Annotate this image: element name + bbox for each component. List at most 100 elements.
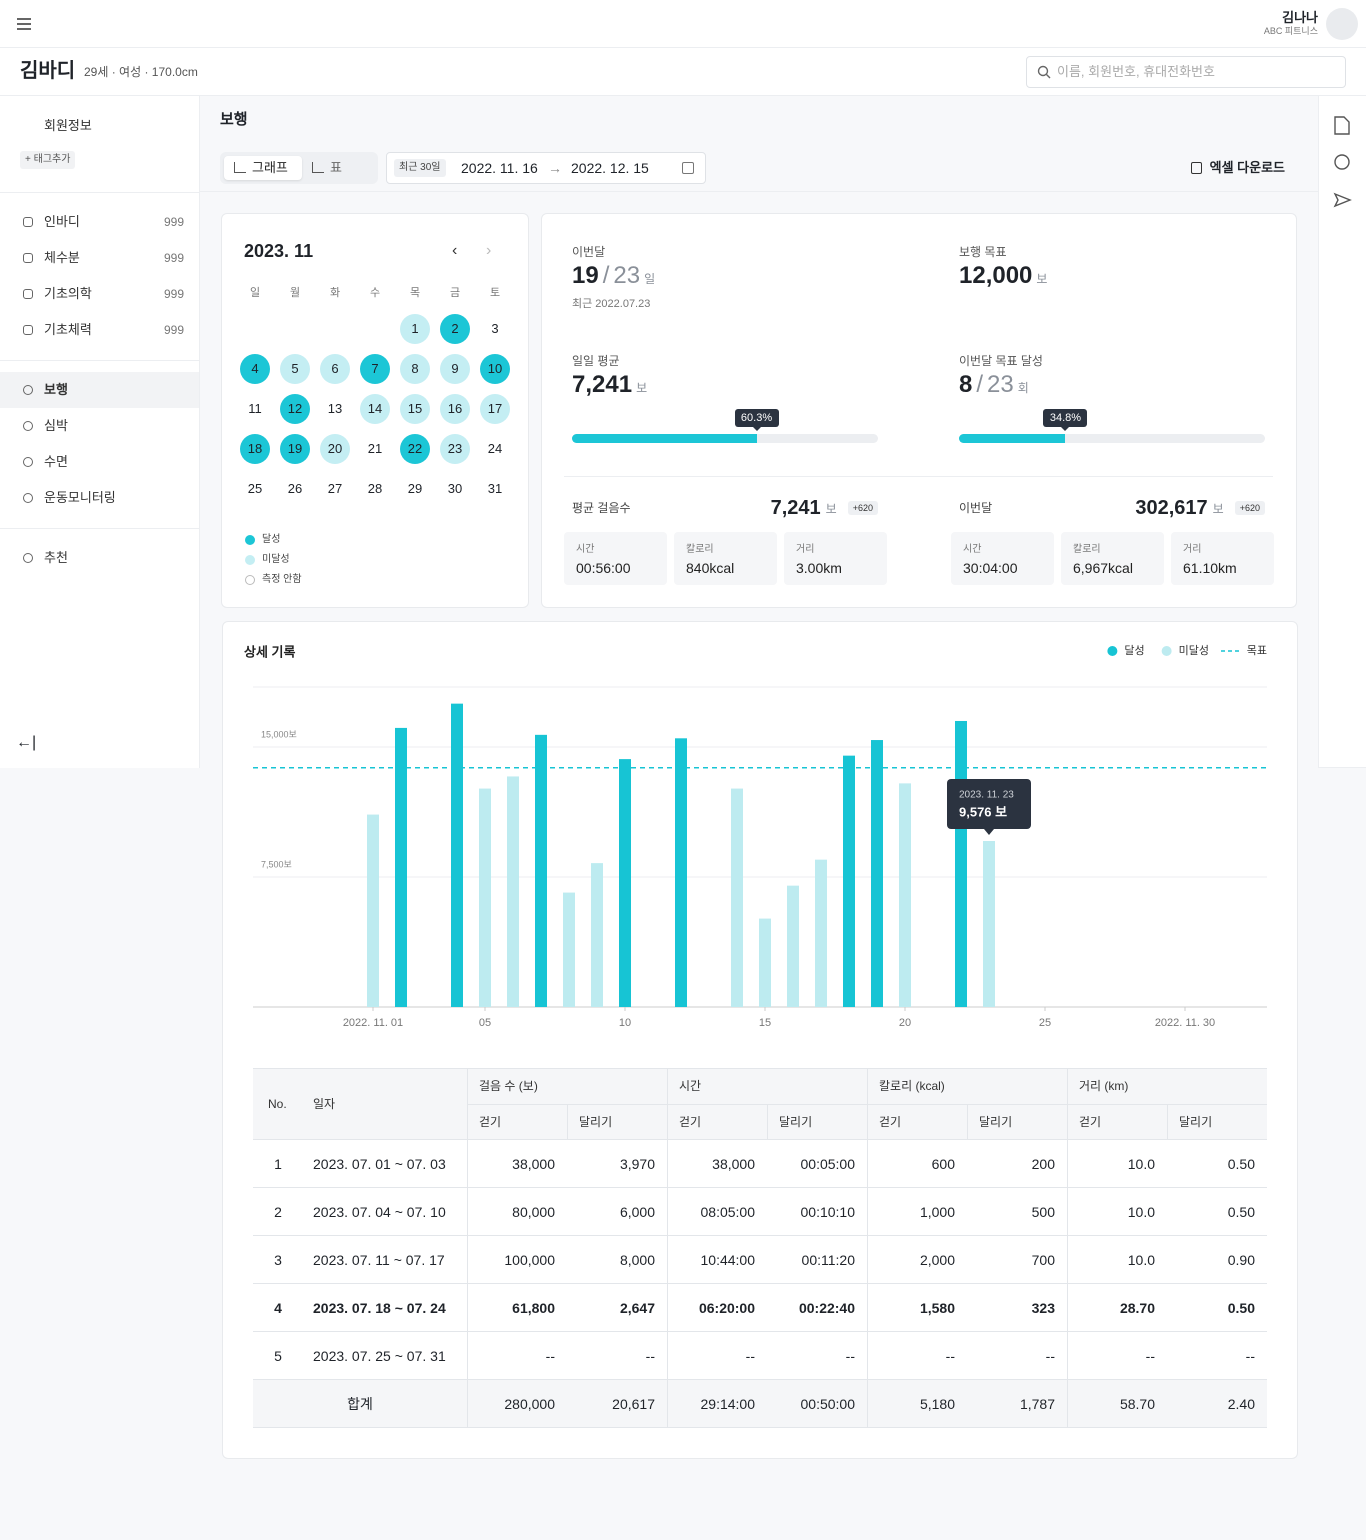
sidebar-item[interactable]: 보행 bbox=[44, 382, 68, 397]
calendar-day[interactable]: 14 bbox=[360, 394, 390, 424]
weekday: 목 bbox=[409, 287, 421, 299]
table-cell: 0.50 bbox=[1227, 1204, 1255, 1220]
stat-value: 7,241 보 bbox=[572, 371, 647, 399]
calendar-day[interactable]: 24 bbox=[487, 441, 503, 456]
tab-icon bbox=[312, 162, 324, 173]
calendar-day[interactable]: 23 bbox=[440, 434, 470, 464]
table-cell: 700 bbox=[1031, 1252, 1055, 1268]
collapse-icon[interactable]: ←| bbox=[16, 734, 37, 751]
table-cell: 200 bbox=[1031, 1156, 1055, 1172]
table-group-header: 시간 bbox=[679, 1079, 702, 1093]
calendar-day[interactable]: 26 bbox=[287, 481, 303, 496]
calendar-day[interactable]: 1 bbox=[400, 314, 430, 344]
calendar-day[interactable]: 11 bbox=[248, 401, 262, 416]
sidebar-item[interactable]: 심박 bbox=[44, 418, 68, 433]
page-title: 보행 bbox=[220, 111, 248, 128]
summary-box bbox=[784, 532, 887, 585]
calendar-day[interactable]: 18 bbox=[240, 434, 270, 464]
sidebar-item[interactable]: 추천 bbox=[44, 550, 68, 565]
calendar-day[interactable]: 2 bbox=[440, 314, 470, 344]
prev-month[interactable]: ‹ bbox=[452, 242, 458, 259]
next-month[interactable]: › bbox=[486, 242, 492, 259]
progress-pointer bbox=[752, 427, 761, 435]
table-cell: -- bbox=[1245, 1348, 1255, 1364]
bar bbox=[787, 885, 799, 1007]
legend-label: 목표 bbox=[1247, 644, 1267, 657]
calendar-day[interactable]: 4 bbox=[240, 354, 270, 384]
summary-delta: +620 bbox=[847, 501, 878, 515]
calendar-day[interactable]: 8 bbox=[400, 354, 430, 384]
avatar[interactable] bbox=[1326, 8, 1358, 40]
calendar-day[interactable]: 25 bbox=[247, 481, 263, 496]
table-group-header: 거리 (km) bbox=[1079, 1079, 1129, 1093]
table-total-label: 합계 bbox=[347, 1396, 373, 1412]
table-cell: 8,000 bbox=[619, 1252, 655, 1268]
weekday: 월 bbox=[289, 287, 301, 299]
calendar-day[interactable]: 9 bbox=[440, 354, 470, 384]
top-bar bbox=[0, 0, 1366, 48]
calendar-day[interactable]: 12 bbox=[280, 394, 310, 424]
calendar-day[interactable]: 17 bbox=[480, 394, 510, 424]
tab[interactable]: 표 bbox=[330, 160, 342, 175]
summary-item-label: 거리 bbox=[796, 544, 815, 555]
table-cell: 100,000 bbox=[504, 1252, 555, 1268]
stat-label: 일일 평균 bbox=[572, 354, 620, 368]
sidebar-divider bbox=[0, 528, 200, 529]
tag-button[interactable]: + 태그추가 bbox=[20, 151, 76, 169]
calendar-day[interactable]: 30 bbox=[447, 481, 463, 496]
bar bbox=[843, 755, 855, 1007]
table-cell: 10.0 bbox=[1127, 1252, 1155, 1268]
calendar-day[interactable]: 7 bbox=[360, 354, 390, 384]
table-cell: 58.70 bbox=[1119, 1396, 1155, 1412]
table-cell: 5,180 bbox=[919, 1396, 955, 1412]
summary-item-label: 시간 bbox=[576, 544, 595, 555]
date-arrow: → bbox=[548, 160, 562, 176]
summary-item-value: 61.10km bbox=[1183, 560, 1237, 576]
table-sub-header: 걷기 bbox=[1079, 1115, 1102, 1129]
rail-icons[interactable] bbox=[1330, 114, 1354, 214]
calendar-day[interactable]: 20 bbox=[320, 434, 350, 464]
table-cell: -- bbox=[945, 1348, 955, 1364]
legend-dot bbox=[1161, 646, 1172, 656]
calendar-day[interactable]: 6 bbox=[320, 354, 350, 384]
summary-number: 7,241 bbox=[770, 496, 821, 519]
calendar-day[interactable]: 10 bbox=[480, 354, 510, 384]
tooltip-title: 2023. 11. 23 bbox=[959, 790, 1014, 801]
table-sub-header: 달리기 bbox=[779, 1115, 813, 1129]
sidebar-item[interactable]: 인바디 bbox=[44, 214, 80, 229]
sidebar-item[interactable]: 체수분 bbox=[44, 250, 80, 265]
sidebar-item[interactable]: 기초체력 bbox=[44, 322, 92, 337]
calendar-day[interactable]: 16 bbox=[440, 394, 470, 424]
x-tick-label: 10 bbox=[619, 1017, 631, 1029]
calendar-day[interactable]: 31 bbox=[487, 481, 503, 496]
calendar-day[interactable]: 29 bbox=[407, 481, 423, 496]
calendar-day[interactable]: 28 bbox=[367, 481, 383, 496]
calendar-day[interactable]: 19 bbox=[280, 434, 310, 464]
table-cell: 2 bbox=[274, 1204, 282, 1220]
bar bbox=[983, 841, 995, 1007]
calendar-day[interactable]: 13 bbox=[327, 401, 343, 416]
search-box[interactable] bbox=[1026, 56, 1346, 88]
table-cell: -- bbox=[645, 1348, 655, 1364]
tab[interactable]: 그래프 bbox=[252, 160, 288, 175]
sidebar-item[interactable]: 운동모니터링 bbox=[44, 490, 116, 505]
calendar-day[interactable]: 5 bbox=[280, 354, 310, 384]
stat-label: 보행 목표 bbox=[959, 245, 1007, 259]
menu-icon[interactable] bbox=[16, 16, 32, 32]
sidebar-icon bbox=[23, 457, 33, 467]
download-icon bbox=[1191, 162, 1202, 174]
table-rule bbox=[467, 1104, 1267, 1105]
download-button[interactable]: 엑셀 다운로드 bbox=[1209, 160, 1285, 175]
sidebar-count: 999 bbox=[163, 323, 184, 337]
member-name: 김바디 bbox=[20, 60, 76, 82]
sidebar-item[interactable]: 기초의학 bbox=[44, 286, 92, 301]
calendar-day[interactable]: 15 bbox=[400, 394, 430, 424]
calendar-day[interactable]: 27 bbox=[327, 481, 343, 496]
stat-unit: 보 bbox=[636, 381, 648, 395]
sidebar-icon bbox=[23, 325, 33, 335]
sidebar-item[interactable]: 수면 bbox=[44, 454, 68, 469]
calendar-day[interactable]: 21 bbox=[367, 441, 383, 456]
calendar-day[interactable]: 3 bbox=[491, 321, 499, 336]
table-cell: 2023. 07. 18 ~ 07. 24 bbox=[313, 1300, 446, 1316]
calendar-day[interactable]: 22 bbox=[400, 434, 430, 464]
